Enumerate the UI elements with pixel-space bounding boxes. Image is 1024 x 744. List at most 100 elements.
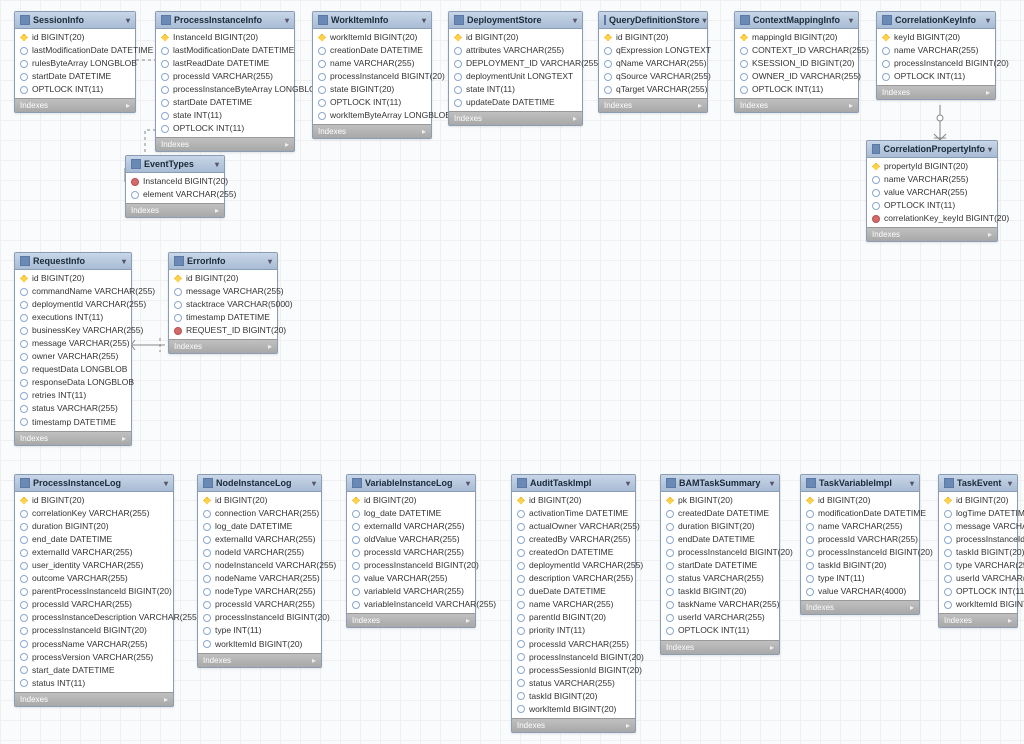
table-NodeInstanceLog[interactable]: NodeInstanceLog▾id BIGINT(20)connection …: [197, 474, 322, 668]
column-row[interactable]: OPTLOCK INT(11): [867, 199, 997, 212]
table-CorrelationPropertyInfo[interactable]: CorrelationPropertyInfo▾propertyId BIGIN…: [866, 140, 998, 242]
column-row[interactable]: processId VARCHAR(255): [15, 598, 173, 611]
table-footer[interactable]: Indexes▸: [347, 613, 475, 627]
table-footer[interactable]: Indexes▸: [15, 692, 173, 706]
column-row[interactable]: user_identity VARCHAR(255): [15, 559, 173, 572]
table-header[interactable]: VariableInstanceLog▾: [347, 475, 475, 492]
table-footer[interactable]: Indexes▸: [801, 600, 919, 614]
column-row[interactable]: qExpression LONGTEXT: [599, 44, 707, 57]
table-ErrorInfo[interactable]: ErrorInfo▾id BIGINT(20)message VARCHAR(2…: [168, 252, 278, 354]
column-row[interactable]: logTime DATETIME: [939, 507, 1017, 520]
column-row[interactable]: workItemId BIGINT(20): [313, 31, 431, 44]
column-row[interactable]: message VARCHAR(255): [15, 337, 131, 350]
table-header[interactable]: RequestInfo▾: [15, 253, 131, 270]
column-row[interactable]: endDate DATETIME: [661, 533, 779, 546]
expand-arrow-icon[interactable]: ▸: [164, 695, 168, 704]
table-CorrelationKeyInfo[interactable]: CorrelationKeyInfo▾keyId BIGINT(20)name …: [876, 11, 996, 100]
collapse-icon[interactable]: ▾: [573, 16, 577, 25]
table-TaskEvent[interactable]: TaskEvent▾id BIGINT(20)logTime DATETIMEm…: [938, 474, 1018, 628]
collapse-icon[interactable]: ▾: [986, 16, 990, 25]
table-footer[interactable]: Indexes▸: [661, 640, 779, 654]
column-row[interactable]: duration BIGINT(20): [661, 520, 779, 533]
expand-arrow-icon[interactable]: ▸: [573, 114, 577, 123]
column-row[interactable]: stacktrace VARCHAR(5000): [169, 298, 277, 311]
column-row[interactable]: state INT(11): [449, 83, 582, 96]
column-row[interactable]: OPTLOCK INT(11): [735, 83, 858, 96]
table-header[interactable]: CorrelationKeyInfo▾: [877, 12, 995, 29]
column-row[interactable]: oldValue VARCHAR(255): [347, 533, 475, 546]
expand-arrow-icon[interactable]: ▸: [215, 206, 219, 215]
column-row[interactable]: OPTLOCK INT(11): [939, 585, 1017, 598]
table-header[interactable]: EventTypes▾: [126, 156, 224, 173]
column-row[interactable]: value VARCHAR(4000): [801, 585, 919, 598]
column-row[interactable]: processSessionId BIGINT(20): [512, 664, 635, 677]
column-row[interactable]: InstanceId BIGINT(20): [156, 31, 294, 44]
expand-arrow-icon[interactable]: ▸: [122, 434, 126, 443]
collapse-icon[interactable]: ▾: [770, 479, 774, 488]
column-row[interactable]: OPTLOCK INT(11): [313, 96, 431, 109]
collapse-icon[interactable]: ▾: [910, 479, 914, 488]
column-row[interactable]: id BIGINT(20): [15, 31, 135, 44]
column-row[interactable]: attributes VARCHAR(255): [449, 44, 582, 57]
table-AuditTaskImpl[interactable]: AuditTaskImpl▾id BIGINT(20)activationTim…: [511, 474, 636, 733]
column-row[interactable]: id BIGINT(20): [169, 272, 277, 285]
column-row[interactable]: correlationKey VARCHAR(255): [15, 507, 173, 520]
expand-arrow-icon[interactable]: ▸: [986, 88, 990, 97]
column-row[interactable]: qName VARCHAR(255): [599, 57, 707, 70]
table-footer[interactable]: Indexes▸: [313, 124, 431, 138]
table-ProcessInstanceInfo[interactable]: ProcessInstanceInfo▾ InstanceId BIGINT(20…: [155, 11, 295, 152]
expand-arrow-icon[interactable]: ▸: [466, 616, 470, 625]
table-footer[interactable]: Indexes▸: [939, 613, 1017, 627]
column-row[interactable]: connection VARCHAR(255): [198, 507, 321, 520]
column-row[interactable]: type INT(11): [801, 572, 919, 585]
table-TaskVariableImpl[interactable]: TaskVariableImpl▾id BIGINT(20)modificati…: [800, 474, 920, 615]
column-row[interactable]: processInstanceByteArray LONGBLOB: [156, 83, 294, 96]
column-row[interactable]: lastModificationDate DATETIME: [15, 44, 135, 57]
column-row[interactable]: requestData LONGBLOB: [15, 363, 131, 376]
column-row[interactable]: creationDate DATETIME: [313, 44, 431, 57]
collapse-icon[interactable]: ▾: [164, 479, 168, 488]
column-row[interactable]: name VARCHAR(255): [867, 173, 997, 186]
column-row[interactable]: keyId BIGINT(20): [877, 31, 995, 44]
column-row[interactable]: businessKey VARCHAR(255): [15, 324, 131, 337]
column-row[interactable]: deploymentUnit LONGTEXT: [449, 70, 582, 83]
column-row[interactable]: message VARCHAR(255): [169, 285, 277, 298]
column-row[interactable]: externalId VARCHAR(255): [198, 533, 321, 546]
column-row[interactable]: qTarget VARCHAR(255): [599, 83, 707, 96]
table-ContextMappingInfo[interactable]: ContextMappingInfo▾mappingId BIGINT(20)C…: [734, 11, 859, 113]
column-row[interactable]: start_date DATETIME: [15, 664, 173, 677]
column-row[interactable]: variableInstanceId VARCHAR(255): [347, 598, 475, 611]
expand-arrow-icon[interactable]: ▸: [849, 101, 853, 110]
table-header[interactable]: TaskEvent▾: [939, 475, 1017, 492]
column-row[interactable]: startDate DATETIME: [661, 559, 779, 572]
collapse-icon[interactable]: ▾: [1008, 479, 1012, 488]
table-header[interactable]: ProcessInstanceInfo▾: [156, 12, 294, 29]
column-row[interactable]: processId VARCHAR(255): [156, 70, 294, 83]
column-row[interactable]: createdBy VARCHAR(255): [512, 533, 635, 546]
column-row[interactable]: nodeId VARCHAR(255): [198, 546, 321, 559]
column-row[interactable]: log_date DATETIME: [198, 520, 321, 533]
column-row[interactable]: id BIGINT(20): [939, 494, 1017, 507]
table-footer[interactable]: Indexes▸: [599, 98, 707, 112]
collapse-icon[interactable]: ▾: [849, 16, 853, 25]
collapse-icon[interactable]: ▾: [312, 479, 316, 488]
column-row[interactable]: description VARCHAR(255): [512, 572, 635, 585]
table-header[interactable]: QueryDefinitionStore▾: [599, 12, 707, 29]
column-row[interactable]: parentId BIGINT(20): [512, 611, 635, 624]
column-row[interactable]: workItemId BIGINT(20): [198, 638, 321, 651]
column-row[interactable]: value VARCHAR(255): [867, 186, 997, 199]
column-row[interactable]: createdOn DATETIME: [512, 546, 635, 559]
table-footer[interactable]: Indexes▸: [126, 203, 224, 217]
table-header[interactable]: AuditTaskImpl▾: [512, 475, 635, 492]
column-row[interactable]: OWNER_ID VARCHAR(255): [735, 70, 858, 83]
table-RequestInfo[interactable]: RequestInfo▾id BIGINT(20)commandName VAR…: [14, 252, 132, 446]
column-row[interactable]: id BIGINT(20): [347, 494, 475, 507]
column-row[interactable]: responseData LONGBLOB: [15, 376, 131, 389]
column-row[interactable]: retries INT(11): [15, 389, 131, 402]
column-row[interactable]: name VARCHAR(255): [512, 598, 635, 611]
expand-arrow-icon[interactable]: ▸: [770, 643, 774, 652]
column-row[interactable]: dueDate DATETIME: [512, 585, 635, 598]
column-row[interactable]: workItemId BIGINT(20): [939, 598, 1017, 611]
collapse-icon[interactable]: ▾: [122, 257, 126, 266]
table-BAMTaskSummary[interactable]: BAMTaskSummary▾pk BIGINT(20)createdDate …: [660, 474, 780, 655]
